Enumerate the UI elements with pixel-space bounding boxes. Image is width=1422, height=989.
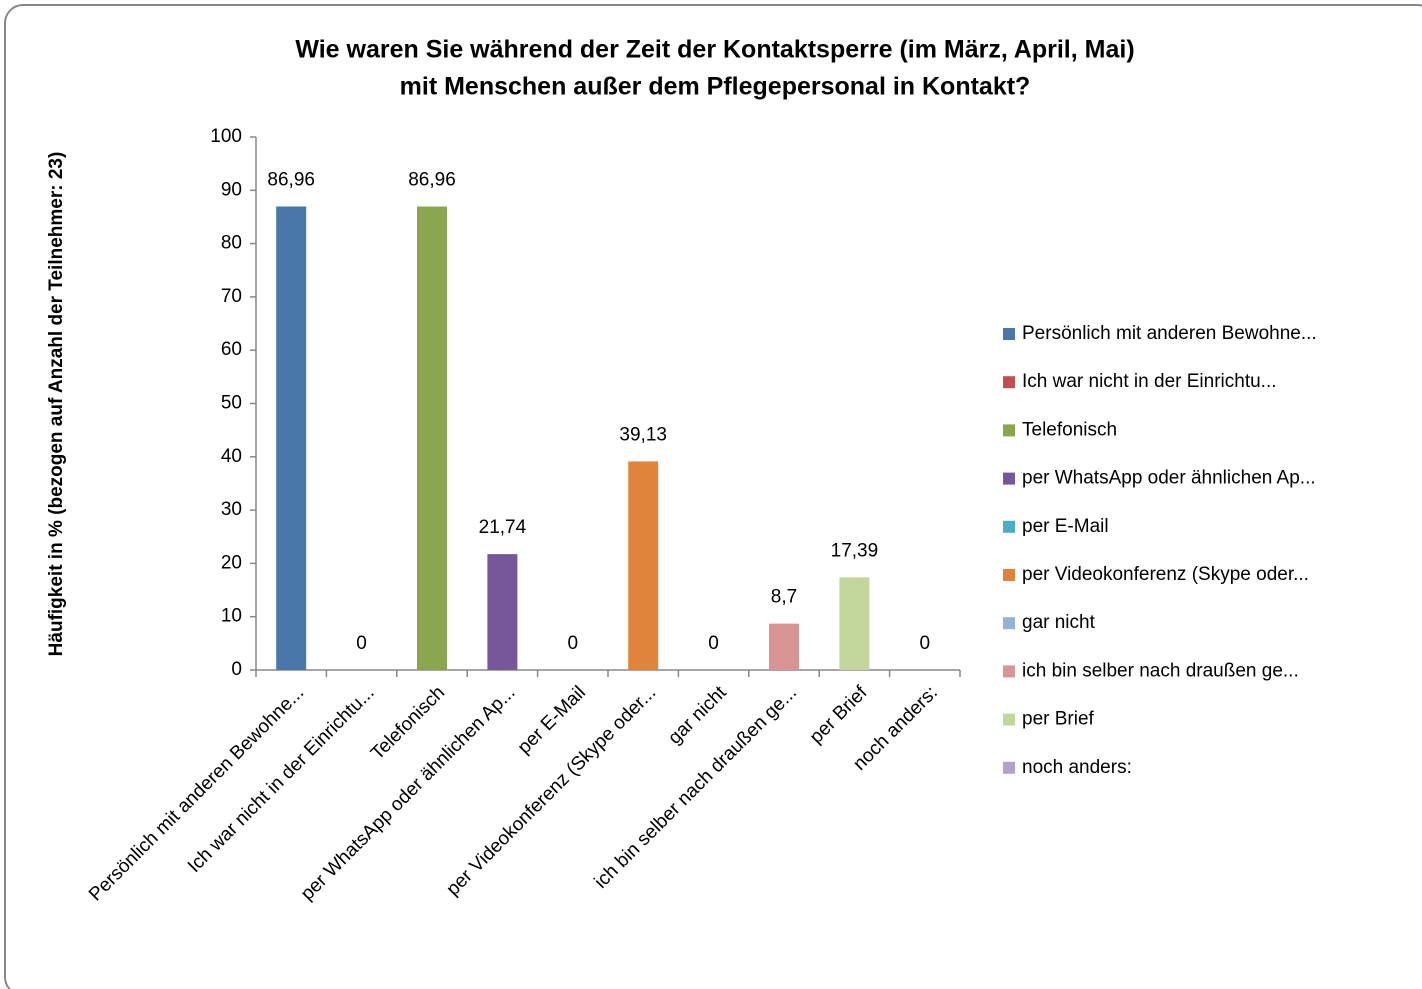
chart-title: Wie waren Sie während der Zeit der Konta… bbox=[295, 36, 1134, 64]
value-label: 39,13 bbox=[619, 424, 667, 445]
legend-label: gar nicht bbox=[1022, 612, 1096, 633]
bar bbox=[839, 577, 870, 670]
chart-title: mit Menschen außer dem Pflegepersonal in… bbox=[400, 73, 1031, 101]
legend-swatch bbox=[1003, 617, 1015, 630]
bar bbox=[417, 206, 447, 670]
legend-swatch bbox=[1003, 424, 1015, 437]
legend-swatch bbox=[1003, 569, 1015, 581]
value-label: 0 bbox=[920, 633, 931, 654]
legend-swatch bbox=[1003, 472, 1015, 485]
y-tick-label: 70 bbox=[221, 286, 242, 307]
value-label: 86,96 bbox=[408, 170, 456, 191]
y-tick-label: 60 bbox=[221, 339, 242, 360]
y-tick-label: 0 bbox=[231, 659, 242, 680]
bar bbox=[276, 206, 307, 670]
legend-label: noch anders: bbox=[1022, 757, 1132, 778]
legend-swatch bbox=[1003, 665, 1015, 678]
bar bbox=[628, 461, 659, 670]
legend-label: Ich war nicht in der Einrichtu... bbox=[1022, 371, 1277, 392]
chart-border bbox=[4, 4, 1422, 989]
value-label: 8,7 bbox=[771, 587, 797, 608]
legend-swatch bbox=[1003, 761, 1015, 774]
legend-label: per Brief bbox=[1022, 709, 1095, 730]
y-tick-label: 10 bbox=[221, 606, 242, 627]
legend-label: per Videokonferenz (Skype oder... bbox=[1022, 564, 1309, 585]
bar bbox=[769, 623, 799, 670]
legend-swatch bbox=[1003, 713, 1015, 726]
value-label: 0 bbox=[356, 633, 367, 654]
value-label: 17,39 bbox=[831, 540, 879, 561]
bar bbox=[487, 554, 518, 670]
y-tick-label: 20 bbox=[221, 552, 242, 573]
y-tick-label: 80 bbox=[221, 233, 242, 254]
y-tick-label: 40 bbox=[221, 446, 242, 467]
legend-swatch bbox=[1003, 520, 1015, 533]
value-label: 86,96 bbox=[267, 170, 315, 191]
y-tick-label: 50 bbox=[221, 393, 242, 414]
y-tick-label: 90 bbox=[221, 179, 242, 200]
value-label: 0 bbox=[568, 633, 579, 654]
legend-label: Telefonisch bbox=[1022, 419, 1117, 440]
legend-label: Persönlich mit anderen Bewohne... bbox=[1022, 323, 1317, 344]
y-tick-label: 30 bbox=[221, 499, 242, 520]
y-axis-label: Häufigkeit in % (bezogen auf Anzahl der … bbox=[46, 152, 67, 657]
legend-label: per WhatsApp oder ähnlichen Ap... bbox=[1022, 468, 1316, 489]
value-label: 21,74 bbox=[479, 517, 527, 538]
legend-label: per E-Mail bbox=[1022, 516, 1109, 537]
legend-swatch bbox=[1003, 376, 1015, 389]
legend-label: ich bin selber nach draußen ge... bbox=[1022, 660, 1299, 681]
legend-swatch bbox=[1003, 328, 1015, 340]
y-tick-label: 100 bbox=[210, 126, 242, 147]
value-label: 0 bbox=[708, 633, 719, 654]
